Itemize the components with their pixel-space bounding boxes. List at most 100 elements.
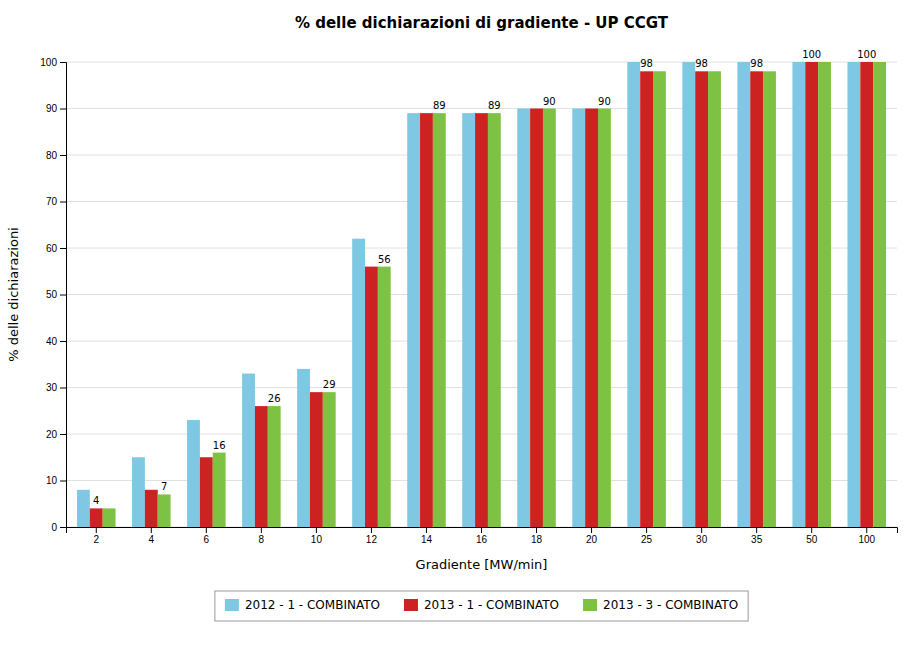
y-tick-mark	[60, 155, 66, 156]
x-tick: 100	[858, 527, 875, 545]
y-tick: 60	[46, 243, 66, 254]
bar	[488, 113, 501, 527]
x-tick: 35	[751, 527, 763, 545]
bar	[132, 457, 145, 527]
grid-line	[66, 62, 897, 63]
bar	[352, 239, 365, 527]
annotation: 90	[598, 96, 611, 107]
y-tick: 40	[46, 336, 66, 347]
x-tick-label: 16	[476, 534, 488, 545]
x-tick-mark	[261, 527, 262, 533]
x-tick-mark	[96, 527, 97, 533]
x-tick-mark	[756, 527, 757, 533]
bar	[805, 62, 818, 527]
bar	[640, 71, 653, 527]
y-tick-mark	[60, 434, 66, 435]
bar	[420, 113, 433, 527]
bar	[145, 490, 158, 527]
x-tick: 14	[421, 527, 433, 545]
x-tick-label: 10	[311, 534, 323, 545]
legend-frame	[215, 591, 748, 621]
x-tick: 2	[93, 527, 99, 545]
y-tick: 50	[46, 289, 66, 300]
x-tick: 10	[311, 527, 323, 545]
legend-item: 2013 - 3 - COMBINATO	[583, 598, 738, 612]
x-tick: 12	[366, 527, 378, 545]
legend-swatch	[404, 599, 418, 611]
x-tick: 6	[204, 527, 210, 545]
annotation: 98	[640, 58, 653, 69]
y-tick: 20	[46, 429, 66, 440]
x-tick-label: 6	[204, 534, 210, 545]
y-tick-mark	[60, 109, 66, 110]
y-tick-label: 60	[46, 243, 58, 254]
bar	[90, 508, 103, 527]
x-tick-mark	[316, 527, 317, 533]
annotation: 89	[488, 100, 501, 111]
x-axis: 2 4 6 8 10 12 14 16 18 20 25 30 35 50 100	[67, 527, 898, 545]
bar	[530, 109, 543, 528]
y-tick-label: 0	[51, 522, 57, 533]
y-tick-mark	[60, 248, 66, 249]
bar	[598, 109, 611, 528]
bar	[297, 369, 310, 527]
x-tick: 25	[641, 527, 653, 545]
y-tick: 90	[46, 103, 66, 114]
x-axis-line	[67, 528, 898, 534]
bar	[103, 508, 116, 527]
bar	[323, 392, 336, 527]
bar	[653, 71, 666, 527]
y-tick: 30	[46, 382, 66, 393]
y-tick-label: 50	[46, 289, 58, 300]
x-tick: 50	[806, 527, 818, 545]
y-tick: 80	[46, 150, 66, 161]
bar	[77, 490, 90, 527]
bar-series	[103, 62, 886, 527]
y-tick: 0	[51, 522, 66, 533]
x-tick-label: 20	[586, 534, 598, 545]
x-tick-label: 2	[93, 534, 99, 545]
y-tick-label: 70	[46, 196, 58, 207]
y-tick-mark	[60, 341, 66, 342]
y-tick-mark	[60, 388, 66, 389]
x-tick-label: 35	[751, 534, 763, 545]
x-tick-label: 8	[259, 534, 265, 545]
y-tick-label: 30	[46, 382, 58, 393]
y-tick-label: 90	[46, 103, 58, 114]
bar	[462, 113, 475, 527]
y-tick: 70	[46, 196, 66, 207]
annotation: 98	[750, 58, 763, 69]
bar	[310, 392, 323, 527]
annotation: 89	[433, 100, 446, 111]
bar	[365, 267, 378, 527]
annotation: 100	[857, 49, 876, 60]
x-tick: 16	[476, 527, 488, 545]
annotation: 29	[323, 379, 336, 390]
bar	[517, 109, 530, 528]
y-tick-mark	[60, 295, 66, 296]
annotation: 100	[802, 49, 821, 60]
legend-label: 2013 - 3 - COMBINATO	[603, 598, 738, 612]
plot: 2 4 6 8 10 12 14 16 18 20 25 30 35 50 100 0 10 20 30 40 50 60…	[40, 49, 897, 545]
bar	[860, 62, 873, 527]
x-axis-title: Gradiente [MW/min]	[416, 557, 548, 572]
annotation: 7	[161, 481, 167, 492]
bar	[475, 113, 488, 527]
x-tick: 18	[531, 527, 543, 545]
x-tick: 4	[149, 527, 155, 545]
x-tick-label: 30	[696, 534, 708, 545]
grid	[66, 62, 897, 527]
legend-label: 2013 - 1 - COMBINATO	[424, 598, 559, 612]
y-tick-label: 100	[40, 57, 57, 68]
bar	[737, 62, 750, 527]
y-tick-label: 20	[46, 429, 58, 440]
bar	[255, 406, 268, 527]
legend-swatch	[583, 599, 597, 611]
bar	[213, 453, 226, 527]
bar	[187, 420, 200, 527]
bar	[158, 494, 171, 527]
bar	[543, 109, 556, 528]
y-tick-label: 80	[46, 150, 58, 161]
y-axis: 0102030405060708090100	[40, 57, 66, 533]
x-tick-mark	[536, 527, 537, 533]
